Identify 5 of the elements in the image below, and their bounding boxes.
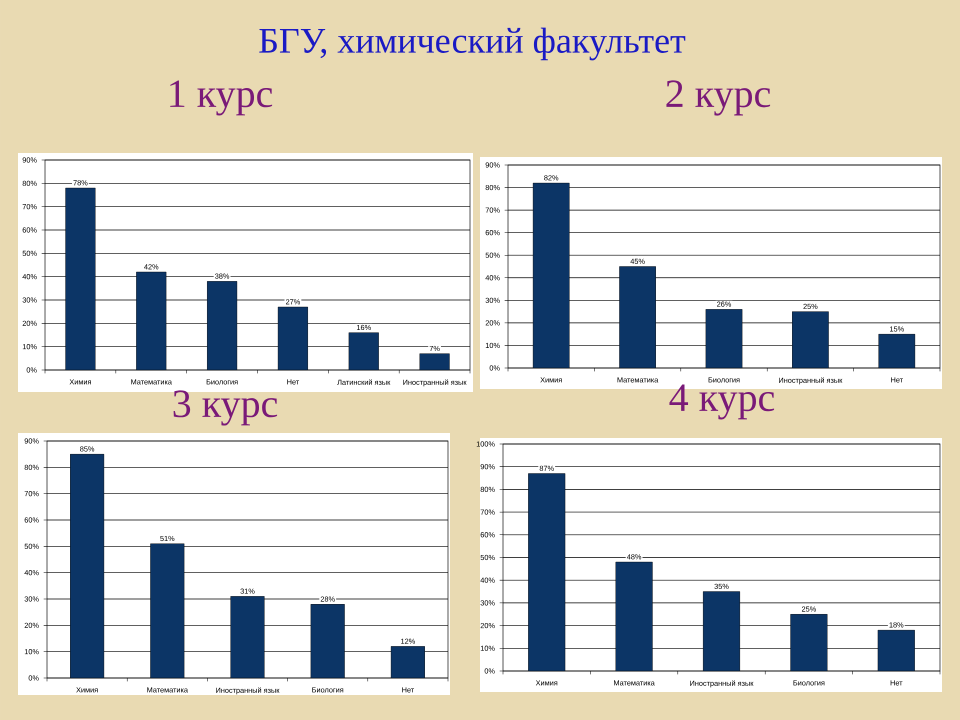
chart-title: 1 курс: [170, 80, 272, 116]
chart-title: 4 курс: [669, 384, 774, 420]
chart-title: 2 курс: [666, 80, 770, 116]
chart-title: 3 курс: [174, 390, 278, 426]
text: БГУ, химический факультет: [259, 28, 686, 60]
